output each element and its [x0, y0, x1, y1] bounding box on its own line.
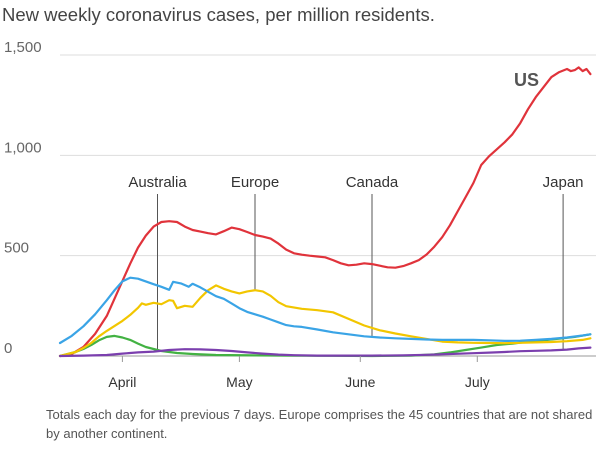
chart-title: New weekly coronavirus cases, per millio… [2, 4, 435, 25]
chart-note: Totals each day for the previous 7 days.… [46, 407, 593, 441]
annotation-labels: US Australia Europe Canada Japan [128, 70, 583, 191]
x-tick-label-may: May [226, 374, 252, 390]
series-line-canada [58, 276, 592, 345]
series-label-us: US [514, 70, 539, 90]
series-line-europe [58, 284, 592, 358]
y-tick-label-0: 0 [4, 340, 12, 357]
series-lines [58, 66, 592, 358]
y-tick-label-1500: 1,500 [4, 39, 42, 56]
series-label-europe: Europe [231, 174, 279, 191]
x-axis: April May June July [108, 356, 490, 390]
series-line-us [58, 66, 592, 358]
series-label-australia: Australia [128, 174, 187, 191]
y-axis: 0 500 1,000 1,500 [4, 39, 42, 357]
x-tick-label-april: April [108, 374, 136, 390]
y-tick-label-500: 500 [4, 240, 29, 257]
annotation-leaders [157, 194, 564, 350]
x-tick-label-july: July [465, 374, 490, 390]
line-chart: 0 500 1,000 1,500 April May June July US Austra… [4, 39, 596, 390]
y-tick-label-1000: 1,000 [4, 139, 42, 156]
series-line-japan [58, 346, 592, 358]
series-label-canada: Canada [346, 174, 399, 191]
x-tick-label-june: June [345, 374, 376, 390]
series-label-japan: Japan [543, 174, 584, 191]
